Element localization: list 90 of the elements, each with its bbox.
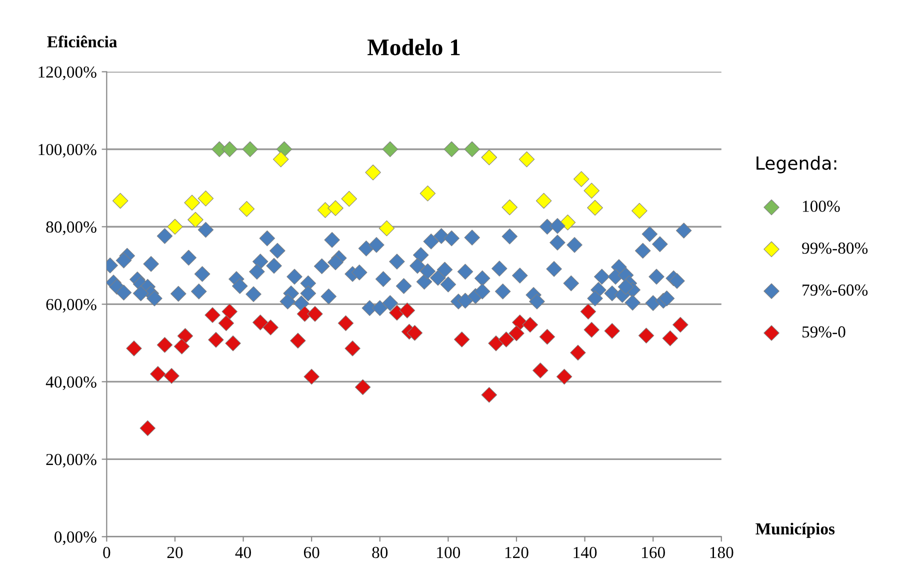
point — [204, 307, 220, 323]
chart-title: Modelo 1 — [368, 38, 460, 56]
y-tick-label: 60,00% — [46, 298, 96, 313]
point — [354, 379, 371, 396]
point — [406, 325, 423, 341]
point — [518, 151, 535, 168]
point — [556, 368, 572, 385]
point — [382, 141, 398, 158]
x-tick-label: 80 — [372, 546, 388, 558]
x-tick-label: 120 — [505, 546, 528, 558]
point — [573, 171, 590, 187]
point — [508, 325, 524, 342]
point — [140, 420, 156, 436]
point — [604, 323, 620, 339]
legend-label: 100% — [802, 200, 840, 212]
y-tick-label: 80,00% — [46, 221, 96, 236]
point — [304, 368, 320, 385]
point — [580, 304, 596, 320]
point — [156, 337, 173, 353]
point — [522, 316, 538, 333]
point — [252, 314, 268, 330]
point — [262, 320, 278, 336]
x-tick-label: 40 — [235, 546, 251, 558]
point — [208, 332, 224, 348]
point — [126, 340, 142, 356]
point — [307, 306, 323, 322]
y-axis-title: Eficiência — [47, 36, 118, 48]
point — [539, 328, 556, 345]
point — [584, 322, 600, 338]
point — [464, 141, 480, 158]
point — [222, 141, 238, 158]
y-tick-label: 0,00% — [54, 531, 96, 546]
point — [328, 200, 344, 216]
point — [488, 335, 504, 352]
point — [225, 335, 241, 352]
legend-label: 59%-0 — [802, 326, 846, 338]
point — [584, 182, 600, 199]
point — [454, 332, 470, 348]
point — [290, 332, 306, 349]
point — [532, 362, 548, 378]
x-tick-label: 160 — [642, 546, 665, 558]
x-tick-label: 140 — [574, 546, 597, 558]
y-tick-label: 100,00% — [38, 144, 96, 158]
point — [378, 220, 395, 236]
x-tick-label: 60 — [304, 546, 320, 558]
x-axis-title: Municípios — [756, 522, 835, 538]
point — [560, 214, 576, 230]
x-tick-label: 100 — [437, 546, 460, 558]
point — [672, 316, 688, 333]
point — [632, 202, 648, 219]
point — [238, 201, 255, 217]
point — [399, 302, 416, 318]
point — [167, 218, 183, 235]
point — [164, 368, 180, 384]
point — [177, 328, 194, 344]
point — [218, 315, 234, 332]
legend-label: 79%-60% — [802, 284, 868, 296]
y-tick-label: 120,00% — [38, 66, 96, 80]
x-tick-label: 0 — [103, 546, 110, 558]
point — [502, 199, 518, 216]
point — [242, 141, 258, 158]
point — [638, 328, 654, 344]
x-tick-label: 20 — [167, 546, 183, 558]
point — [481, 386, 498, 403]
point — [444, 141, 460, 158]
point — [198, 190, 214, 206]
point — [184, 194, 200, 211]
point — [341, 190, 358, 207]
point — [536, 192, 552, 209]
point — [150, 366, 166, 382]
point — [481, 149, 498, 166]
point — [174, 338, 190, 354]
point — [222, 304, 238, 320]
point — [272, 151, 289, 168]
point — [420, 186, 436, 202]
point — [498, 332, 514, 348]
point — [570, 344, 586, 361]
point — [662, 330, 678, 346]
legend-title: Legenda: — [756, 156, 836, 174]
legend-label: 99%-80% — [802, 242, 868, 254]
y-tick-label: 20,00% — [46, 454, 96, 468]
point — [365, 164, 381, 180]
x-tick-label: 180 — [710, 546, 734, 558]
point — [338, 315, 354, 332]
point — [112, 192, 128, 209]
point — [344, 340, 360, 356]
point — [587, 200, 603, 216]
y-tick-label: 40,00% — [46, 376, 96, 390]
point — [276, 141, 292, 158]
point — [188, 212, 204, 228]
